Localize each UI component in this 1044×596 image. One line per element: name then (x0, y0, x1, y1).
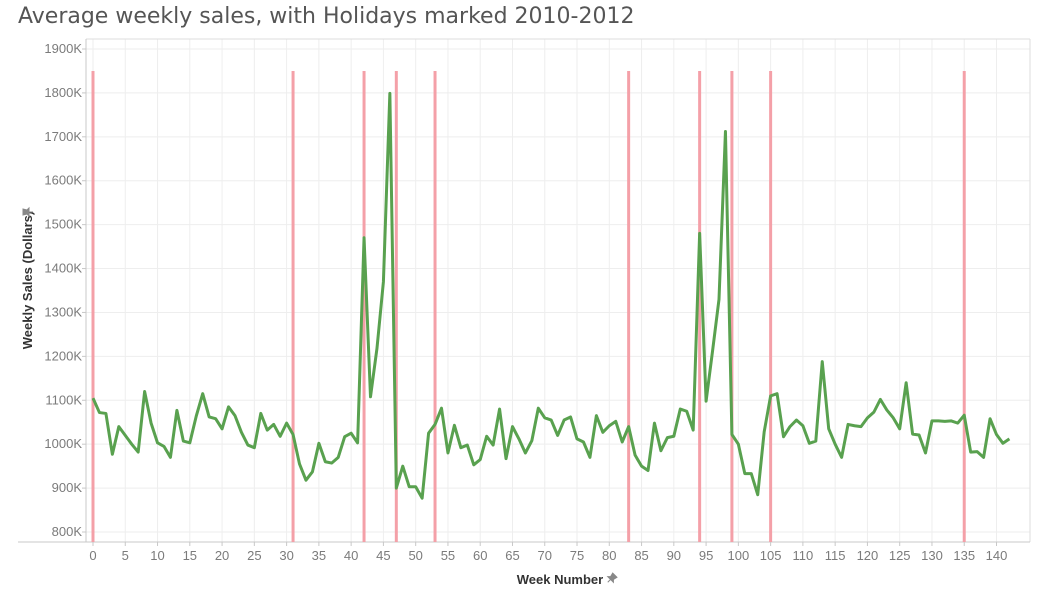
x-tick-label: 70 (538, 548, 552, 563)
weekly-sales-points (92, 93, 1010, 499)
x-tick-label: 80 (602, 548, 616, 563)
x-tick-label: 95 (699, 548, 713, 563)
x-axis-pin-icon[interactable] (605, 572, 618, 585)
x-tick-label: 50 (408, 548, 422, 563)
y-tick-label: 1400K (44, 261, 82, 276)
x-tick-label: 40 (344, 548, 358, 563)
y-axis-pin-icon[interactable] (22, 206, 33, 218)
x-tick-label: 65 (505, 548, 519, 563)
y-tick-label: 800K (52, 524, 83, 539)
gridlines (86, 39, 1030, 542)
x-tick-label: 100 (728, 548, 750, 563)
y-tick-label: 1600K (44, 173, 82, 188)
x-tick-label: 5 (122, 548, 129, 563)
x-tick-label: 0 (89, 548, 96, 563)
x-tick-label: 75 (570, 548, 584, 563)
x-tick-label: 55 (441, 548, 455, 563)
x-axis-title: Week Number (517, 572, 603, 587)
holiday-markers (91, 70, 966, 542)
x-tick-label: 25 (247, 548, 261, 563)
pin-icon (22, 206, 33, 218)
x-tick-label: 140 (986, 548, 1008, 563)
x-tick-label: 110 (793, 548, 814, 563)
y-tick-label: 1500K (44, 217, 82, 232)
x-tick-label: 20 (215, 548, 229, 563)
x-tick-label: 45 (376, 548, 390, 563)
y-tick-label: 1700K (44, 129, 82, 144)
x-tick-label: 85 (634, 548, 648, 563)
y-tick-label: 1900K (44, 41, 82, 56)
y-tick-label: 900K (52, 480, 83, 495)
y-axis-ticks: 800K 900K 1000K 1100K 1200K 1300K 1400K 1500K 16… (44, 41, 86, 539)
y-tick-label: 1200K (44, 348, 82, 363)
weekly-sales-line (91, 91, 1011, 500)
x-tick-label: 120 (857, 548, 879, 563)
x-tick-label: 30 (279, 548, 293, 563)
x-tick-label: 60 (473, 548, 487, 563)
x-tick-label: 105 (760, 548, 782, 563)
y-tick-label: 1800K (44, 85, 82, 100)
x-tick-label: 35 (312, 548, 326, 563)
y-tick-label: 1100K (45, 392, 82, 407)
x-tick-label: 135 (953, 548, 975, 563)
y-tick-label: 1000K (44, 436, 82, 451)
chart-title: Average weekly sales, with Holidays mark… (18, 4, 635, 29)
y-axis-title: Weekly Sales (Dollars) (20, 211, 35, 350)
x-tick-label: 90 (667, 548, 681, 563)
x-tick-label: 10 (150, 548, 164, 563)
pin-icon (606, 572, 618, 584)
x-tick-label: 125 (889, 548, 911, 563)
x-tick-label: 115 (825, 548, 846, 563)
x-tick-label: 15 (183, 548, 197, 563)
x-axis-ticks: 0 5 10 15 20 25 30 35 40 45 50 55 60 65 70 75 80 85 90 95 10… (89, 542, 1007, 563)
y-tick-label: 1300K (44, 304, 82, 319)
x-tick-label: 130 (921, 548, 943, 563)
